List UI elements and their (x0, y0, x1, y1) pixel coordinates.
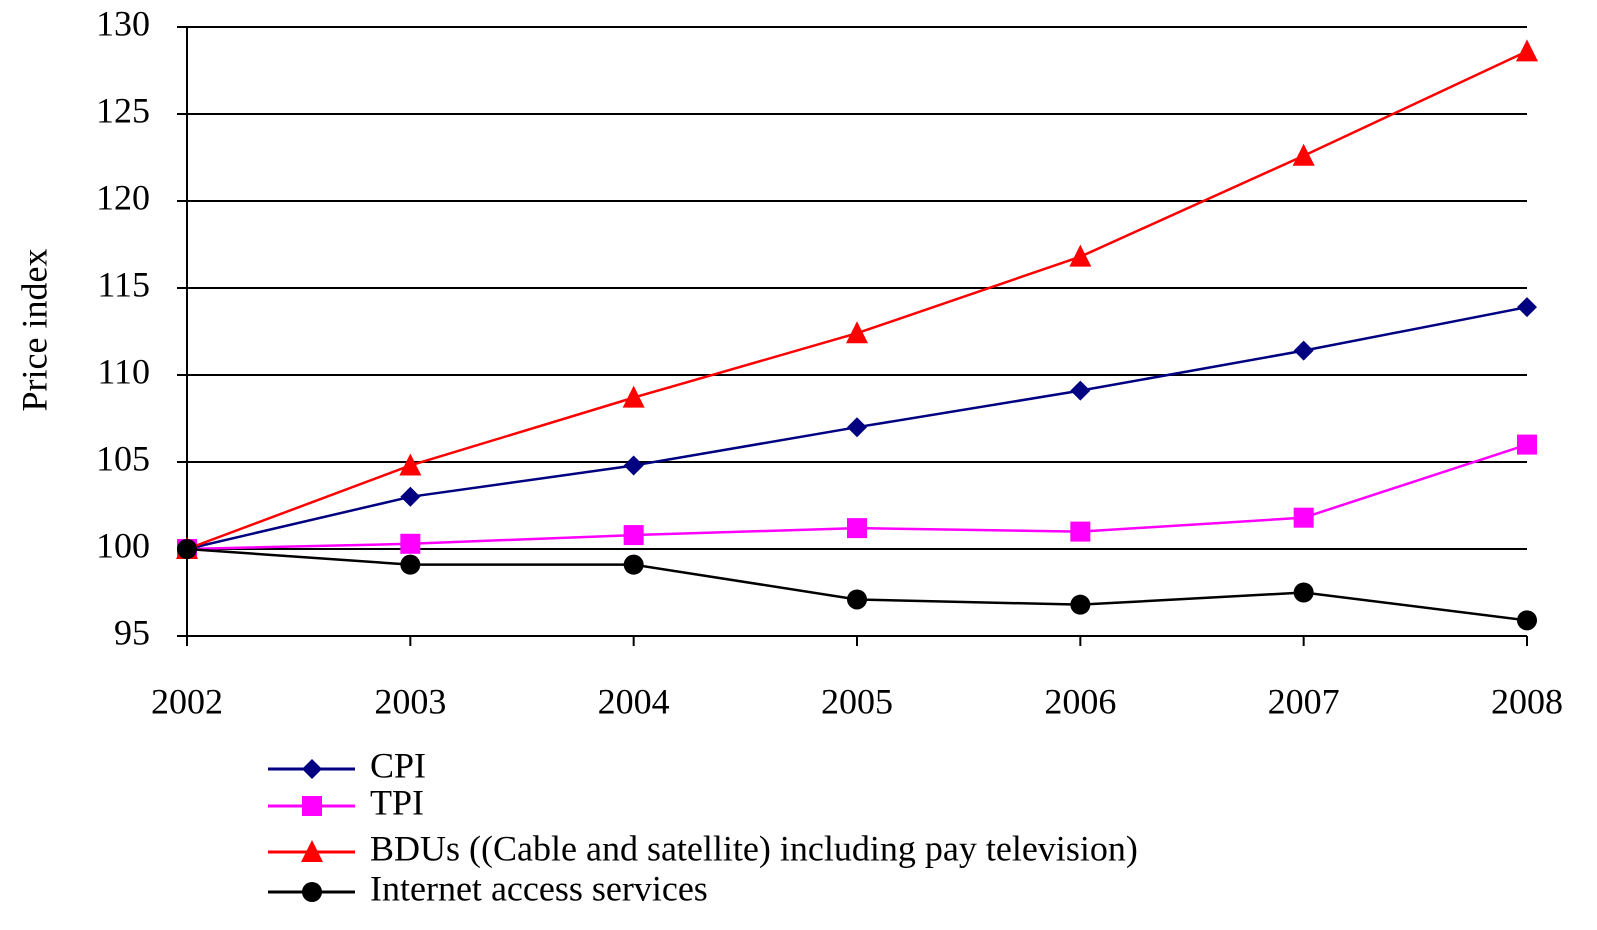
legend-label: BDUs ((Cable and satellite) including pa… (370, 828, 1138, 868)
legend-label: Internet access services (370, 868, 708, 908)
x-tick-label: 2006 (1044, 681, 1116, 721)
marker (622, 385, 645, 408)
x-tick-label: 2005 (821, 681, 893, 721)
marker (400, 486, 421, 507)
marker (847, 589, 867, 610)
y-tick-label: 100 (96, 525, 150, 565)
marker (1069, 244, 1092, 267)
marker (623, 455, 644, 476)
marker (1070, 380, 1091, 401)
marker (1293, 582, 1314, 603)
y-tick-label: 115 (97, 264, 150, 304)
marker (1293, 340, 1314, 361)
marker (302, 759, 322, 779)
legend-label: CPI (370, 745, 426, 785)
marker (302, 796, 322, 816)
marker (1517, 434, 1537, 455)
y-tick-label: 125 (96, 90, 150, 130)
marker (177, 539, 197, 559)
y-axis-label: Price index (14, 249, 54, 412)
marker (1517, 297, 1537, 318)
marker (1070, 594, 1091, 615)
marker (301, 840, 323, 862)
x-tick-label: 2003 (374, 681, 446, 721)
marker (1292, 143, 1315, 166)
series-line (186, 547, 1528, 622)
y-tick-label: 110 (97, 351, 150, 391)
marker (400, 554, 421, 575)
x-tick-label: 2008 (1491, 681, 1563, 721)
marker (1517, 610, 1537, 631)
marker (1516, 39, 1538, 62)
marker (399, 453, 422, 476)
legend-label: TPI (370, 782, 424, 822)
x-tick-label: 2004 (598, 681, 670, 721)
marker (1293, 507, 1314, 528)
marker (847, 518, 867, 539)
marker (846, 321, 868, 344)
y-tick-label: 95 (114, 612, 150, 652)
marker (623, 554, 644, 575)
marker (623, 525, 644, 546)
y-tick-label: 120 (96, 177, 150, 217)
marker (1070, 521, 1091, 542)
marker (302, 882, 322, 902)
series-line (186, 50, 1528, 551)
marker (847, 417, 867, 438)
y-tick-label: 105 (96, 438, 150, 478)
x-tick-label: 2007 (1268, 681, 1340, 721)
y-tick-label: 130 (96, 3, 150, 43)
x-tick-label: 2002 (151, 681, 223, 721)
marker (400, 533, 421, 554)
